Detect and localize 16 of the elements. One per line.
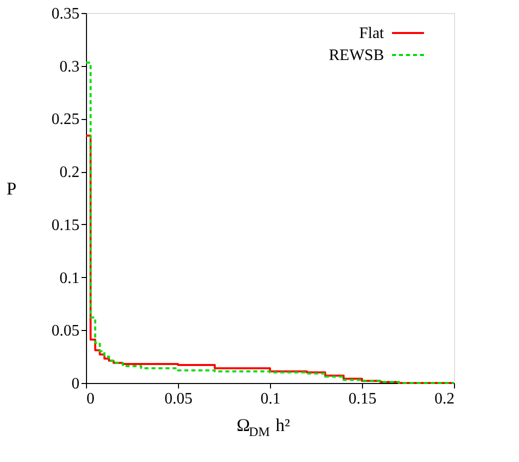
x-tick-label: 0.2 (434, 390, 454, 408)
legend-label: Flat (359, 25, 385, 42)
x-tick-label: 0.15 (348, 390, 376, 408)
x-tick-label: 0.1 (260, 390, 280, 408)
y-tick-label: 0.35 (52, 6, 80, 22)
y-tick-label: 0.3 (60, 58, 80, 76)
legend-label: REWSB (328, 47, 384, 64)
y-tick-label: 0.25 (52, 111, 80, 128)
y-tick-label: 0.15 (52, 216, 80, 234)
x-tick-label: 0 (86, 390, 94, 408)
x-tick-label: 0.05 (164, 390, 192, 408)
y-axis-title: P (6, 178, 17, 198)
y-tick-label: 0.05 (52, 322, 80, 340)
y-tick-label: 0.2 (60, 164, 80, 182)
y-tick-label: 0.1 (60, 270, 80, 287)
y-tick-label: 0 (72, 376, 80, 392)
